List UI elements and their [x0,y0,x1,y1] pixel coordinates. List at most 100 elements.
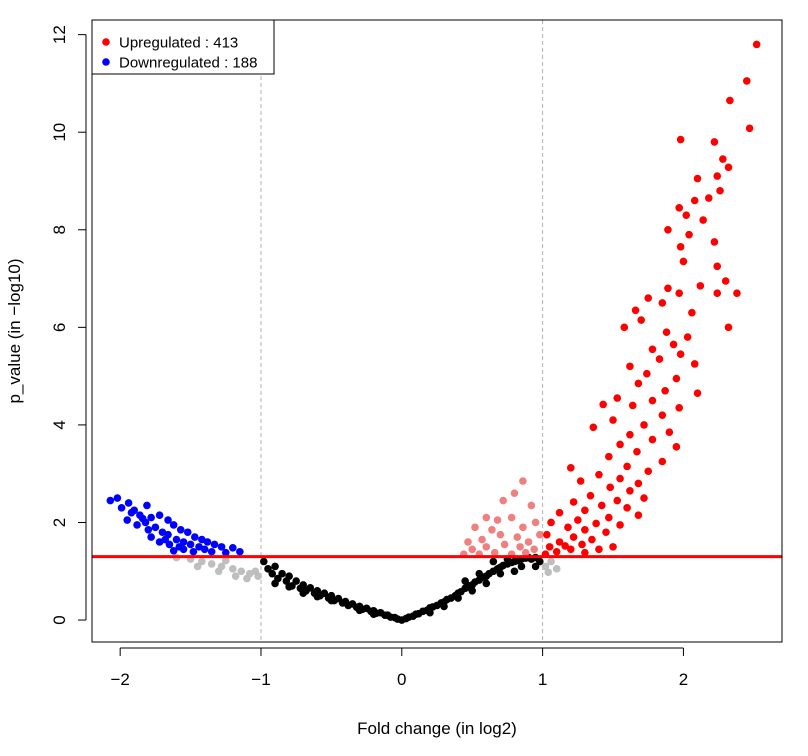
data-point-upregulated [675,204,683,212]
data-point-upregulated [669,340,678,349]
data-point-small-fc-gray [251,567,260,576]
data-point-upregulated [631,306,640,315]
data-point-upregulated [589,423,598,432]
y-tick-label: 8 [50,225,69,234]
data-point-not-significant [313,592,322,601]
data-point-upregulated [566,545,575,554]
data-point-significant-small-fc [516,543,524,551]
data-point-upregulated [658,299,667,307]
data-point-upregulated [613,394,622,402]
data-point-upregulated [683,333,692,341]
data-point-upregulated [661,386,669,395]
data-point-upregulated [561,542,569,550]
data-point-downregulated [169,546,178,555]
legend-label-downregulated: Downregulated : 188 [119,55,257,72]
y-tick-label: 2 [50,518,69,527]
data-point-not-significant [482,579,491,588]
data-point-upregulated [592,519,600,528]
data-point-small-fc-gray [221,556,230,565]
x-tick-label: 1 [538,670,547,689]
data-point-small-fc-gray [552,565,561,573]
data-point-upregulated [599,400,607,409]
data-point-significant-small-fc [493,516,502,524]
data-point-upregulated [682,211,691,219]
data-point-upregulated [713,289,722,297]
data-point-upregulated [555,508,564,517]
data-point-downregulated [124,499,133,507]
data-point-downregulated [151,523,160,532]
legend-box [91,19,275,75]
data-point-upregulated [662,328,671,337]
data-point-upregulated [676,350,685,358]
data-point-upregulated [716,186,724,195]
data-point-upregulated [640,421,648,429]
data-point-downregulated [155,511,164,519]
data-point-upregulated [675,289,683,297]
data-point-upregulated [696,282,705,290]
y-axis-title: p_value (in −log10) [5,258,24,403]
x-tick-label: 0 [397,670,406,689]
x-tick-label: 2 [679,670,688,689]
data-point-upregulated [545,543,554,551]
data-point-upregulated [643,369,651,378]
data-point-upregulated [752,40,761,49]
data-point-small-fc-gray [547,557,555,566]
y-tick-label: 10 [50,123,69,142]
data-point-not-significant [454,594,462,602]
data-point-upregulated [616,521,624,529]
data-point-significant-small-fc [527,501,536,510]
data-point-upregulated [658,411,667,419]
data-point-downregulated [117,504,126,512]
data-point-upregulated [726,96,734,105]
data-point-upregulated [574,516,582,524]
data-point-upregulated [623,462,631,471]
data-point-downregulated [183,528,192,537]
data-point-downregulated [179,545,188,554]
data-point-not-significant [299,581,308,589]
data-point-downregulated [207,547,216,556]
data-point-not-significant [426,608,434,617]
data-point-upregulated [552,547,561,556]
data-point-not-significant [260,557,268,566]
data-point-upregulated [672,443,681,451]
y-axis: 0 2 4 6 8 10 12 [50,25,87,625]
data-points [106,40,761,624]
data-point-upregulated [634,479,643,488]
x-tick-label: −1 [251,670,270,689]
data-point-upregulated [688,308,696,317]
data-point-not-significant [327,596,336,605]
data-point-upregulated [655,355,664,363]
data-point-upregulated [676,243,685,251]
data-point-not-significant [306,584,315,592]
data-point-not-significant [271,562,279,571]
data-point-significant-small-fc [500,540,509,549]
data-point-small-fc-gray [207,560,216,568]
data-point-not-significant [496,569,505,578]
data-point-significant-small-fc [530,545,538,554]
data-point-downregulated [143,501,151,510]
data-point-upregulated [658,457,667,466]
data-point-upregulated [644,467,653,476]
data-point-not-significant [285,583,293,591]
data-point-upregulated [626,430,634,439]
data-point-upregulated [606,483,614,492]
data-point-upregulated [576,477,585,485]
data-point-significant-small-fc [536,530,544,539]
data-point-upregulated [569,533,578,541]
data-point-downregulated [189,547,198,556]
data-point-upregulated [719,155,727,163]
data-point-not-significant [475,569,484,578]
data-point-small-fc-gray [231,572,240,580]
data-point-upregulated [581,506,589,515]
legend-marker-downregulated [102,58,110,66]
data-point-not-significant [440,602,448,611]
data-point-not-significant [299,589,308,598]
fold-change-threshold-lines [260,20,544,642]
data-point-upregulated [609,416,617,424]
data-point-downregulated [130,506,139,515]
data-point-small-fc-gray [214,567,223,576]
data-point-upregulated [637,316,645,324]
data-point-upregulated [699,216,707,224]
data-point-upregulated [609,543,617,551]
